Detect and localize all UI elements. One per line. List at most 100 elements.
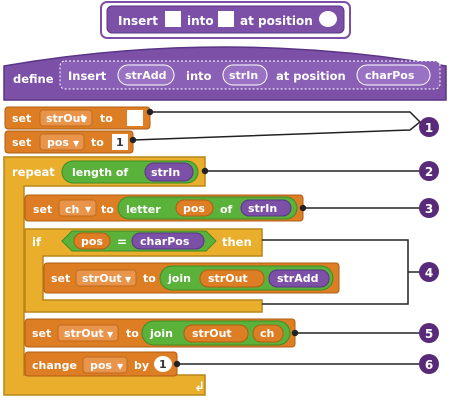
set-ch-block[interactable]: set ch ▼ to letter pos of strIn [24, 194, 304, 222]
set-keyword: set [12, 136, 31, 149]
callout-6: 6 [419, 354, 439, 374]
to-keyword: to [100, 112, 113, 125]
of-label: of [220, 203, 233, 216]
var-name-pos: pos [90, 359, 112, 372]
letter-label: letter [126, 203, 161, 216]
call-slot-number[interactable] [319, 11, 337, 27]
var-name-pos: pos [47, 136, 69, 149]
ch-reporter[interactable] [252, 324, 284, 343]
strout-reporter[interactable] [183, 324, 249, 343]
pos-reporter[interactable] [73, 232, 111, 250]
set-keyword: set [51, 272, 70, 285]
strout-reporter[interactable] [199, 269, 265, 288]
param-char-pos[interactable]: charPos [365, 69, 415, 82]
define-keyword: define [13, 72, 54, 86]
call-word-insert: Insert [118, 14, 158, 28]
to-keyword: to [143, 272, 156, 285]
char-pos-reporter[interactable] [131, 232, 205, 250]
call-word-at-position: at position [240, 14, 313, 28]
callout-number: 6 [425, 358, 433, 372]
ch-label: ch [260, 327, 274, 340]
pos-reporter[interactable] [175, 199, 214, 217]
var-name-ch: ch [65, 203, 79, 216]
set-strout-join-add-block[interactable]: set strOut ▼ to join strOut strAdd [43, 262, 340, 294]
dropdown-arrow-icon: ▼ [117, 362, 124, 371]
change-by-input[interactable] [154, 356, 172, 372]
str-in-reporter[interactable] [240, 199, 292, 217]
repeat-block[interactable]: repeat length of strIn ↲ [3, 156, 206, 396]
callout-3: 3 [419, 198, 439, 218]
var-name-strout: strOut [46, 112, 86, 125]
set-keyword: set [12, 112, 31, 125]
define-hat-block[interactable]: define Insert strAdd into strIn at posit… [3, 46, 447, 101]
define-word-at-position: at position [276, 69, 346, 83]
if-keyword: if [32, 235, 42, 249]
char-pos-label: charPos [140, 235, 190, 248]
to-keyword: to [91, 136, 104, 149]
param-str-in[interactable]: strIn [229, 69, 258, 82]
define-word-into: into [186, 69, 212, 83]
by-keyword: by [134, 359, 149, 372]
str-in-label: strIn [151, 166, 180, 179]
dropdown-arrow-icon: ▼ [73, 139, 80, 148]
call-slot-string-2[interactable] [218, 11, 234, 27]
define-word-insert: Insert [68, 69, 107, 83]
set-keyword: set [33, 203, 52, 216]
then-keyword: then [222, 235, 252, 249]
callout-5: 5 [419, 323, 439, 343]
str-add-reporter[interactable] [268, 269, 330, 288]
var-dropdown-strout[interactable] [57, 324, 119, 342]
set-strout-join-ch-block[interactable]: set strOut ▼ to join strOut ch [24, 318, 296, 348]
callout-number: 1 [425, 121, 433, 135]
change-pos-block[interactable]: change pos ▼ by 1 [24, 351, 178, 377]
pos-label: pos [81, 235, 103, 248]
set-keyword: set [32, 327, 51, 340]
strout-label: strOut [192, 327, 232, 340]
join-label: join [149, 327, 173, 340]
empty-string-input[interactable] [127, 110, 143, 126]
str-in-reporter[interactable] [144, 162, 194, 182]
join-label: join [167, 272, 191, 285]
loop-arrow-icon: ↲ [194, 380, 205, 395]
length-of-label: length of [72, 166, 128, 179]
connector-1 [132, 111, 422, 141]
callout-connectors [129, 108, 422, 368]
var-dropdown-pos[interactable] [39, 133, 85, 151]
var-dropdown-pos[interactable] [82, 356, 128, 374]
param-str-add[interactable]: strAdd [125, 69, 167, 82]
pos-init-input[interactable] [112, 134, 128, 150]
var-name-strout: strOut [82, 272, 122, 285]
dropdown-arrow-icon: ▼ [125, 275, 132, 284]
dropdown-arrow-icon: ▼ [85, 205, 92, 214]
callout-2: 2 [419, 161, 439, 181]
str-add-label: strAdd [277, 272, 319, 285]
change-keyword: change [32, 359, 77, 372]
pos-init-value: 1 [116, 136, 124, 149]
var-dropdown-ch[interactable] [58, 199, 97, 217]
callout-4: 4 [419, 262, 439, 282]
pos-label: pos [183, 202, 205, 215]
repeat-keyword: repeat [12, 165, 55, 179]
to-keyword: to [101, 203, 114, 216]
callout-number: 4 [425, 266, 433, 280]
callout-number: 2 [425, 165, 433, 179]
var-name-strout: strOut [64, 327, 104, 340]
set-pos-one-block[interactable]: set pos ▼ to 1 [4, 130, 134, 154]
callout-number: 3 [425, 202, 433, 216]
callout-1: 1 [419, 117, 439, 137]
call-word-into: into [187, 14, 214, 28]
dropdown-arrow-icon: ▼ [81, 115, 88, 124]
insert-call-block[interactable]: Insert into at position [100, 1, 351, 39]
to-keyword: to [126, 327, 139, 340]
equals-sign: = [117, 235, 127, 249]
set-strout-empty-block[interactable]: set strOut ▼ to [4, 106, 151, 130]
dropdown-arrow-icon: ▼ [107, 330, 114, 339]
strout-label: strOut [208, 272, 248, 285]
callout-number: 5 [425, 327, 433, 341]
if-block[interactable]: if pos = charPos then [24, 228, 263, 313]
var-dropdown-strout[interactable] [39, 109, 93, 127]
str-in-label: strIn [248, 202, 277, 215]
call-slot-string-1[interactable] [165, 11, 181, 27]
var-dropdown-strout[interactable] [75, 269, 137, 287]
